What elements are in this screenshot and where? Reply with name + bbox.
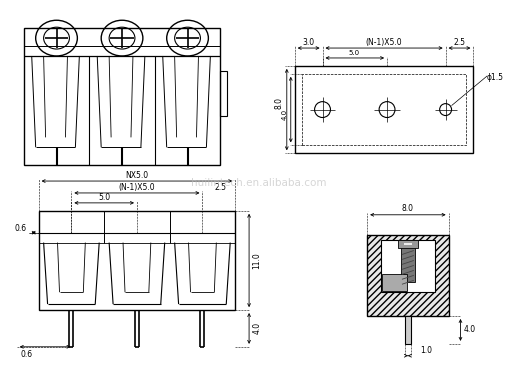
Bar — [401, 239, 415, 282]
Bar — [405, 316, 411, 344]
Text: 2.5: 2.5 — [454, 38, 466, 47]
Bar — [398, 239, 418, 248]
Text: 3.0: 3.0 — [303, 38, 315, 47]
Text: (N-1)X5.0: (N-1)X5.0 — [366, 38, 402, 47]
Text: 1.0: 1.0 — [420, 346, 432, 355]
Bar — [381, 239, 435, 292]
Text: 4.0: 4.0 — [253, 322, 262, 335]
Text: 8.0: 8.0 — [402, 204, 414, 213]
Bar — [295, 66, 473, 153]
Bar — [220, 71, 227, 116]
Text: 0.6: 0.6 — [15, 224, 27, 233]
Text: 0.6: 0.6 — [21, 350, 33, 359]
Bar — [382, 274, 407, 291]
Text: ϕ1.5: ϕ1.5 — [487, 73, 504, 82]
Text: 11.0: 11.0 — [253, 252, 262, 269]
Bar — [302, 74, 467, 145]
Text: 4.0: 4.0 — [282, 109, 288, 120]
Text: 4.0: 4.0 — [463, 325, 475, 335]
Bar — [38, 211, 235, 310]
Text: huilintech.en.alibaba.com: huilintech.en.alibaba.com — [192, 178, 327, 188]
Text: NX5.0: NX5.0 — [126, 170, 148, 179]
Bar — [367, 235, 448, 316]
Bar — [24, 28, 220, 165]
Text: 5.0: 5.0 — [349, 50, 360, 56]
Text: (N-1)X5.0: (N-1)X5.0 — [119, 184, 155, 192]
Text: 2.5: 2.5 — [214, 184, 226, 192]
Text: 5.0: 5.0 — [98, 194, 110, 203]
Text: 8.0: 8.0 — [275, 97, 283, 109]
